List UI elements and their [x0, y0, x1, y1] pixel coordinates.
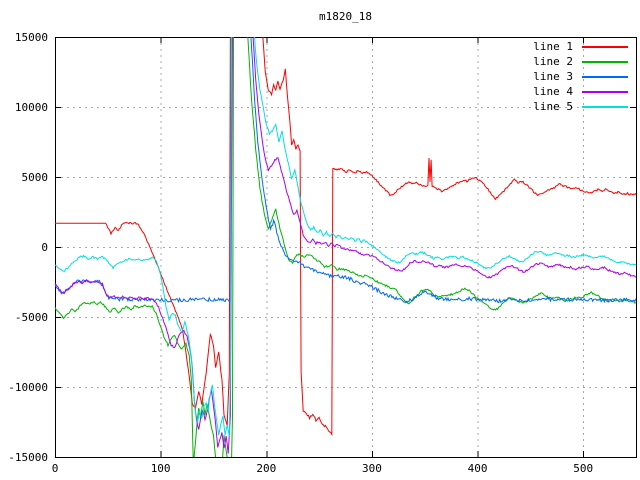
legend-label: line 4 [533, 85, 573, 98]
series-line-5 [55, 37, 636, 437]
legend: line 1 line 2 line 3 line 4 line 5 [533, 39, 628, 114]
series-line-2 [55, 37, 636, 457]
legend-item: line 1 [533, 39, 628, 54]
x-tick-label: 200 [256, 462, 276, 475]
x-tick-label: 500 [573, 462, 593, 475]
series-group [55, 37, 636, 457]
x-tick-label: 300 [362, 462, 382, 475]
series-line-1 [55, 37, 636, 437]
x-tick-label: 0 [52, 462, 59, 475]
legend-item: line 3 [533, 69, 628, 84]
legend-line-sample [582, 45, 628, 48]
legend-line-sample [582, 60, 628, 63]
legend-label: line 5 [533, 100, 573, 113]
legend-item: line 2 [533, 54, 628, 69]
legend-line-sample [582, 90, 628, 93]
legend-label: line 1 [533, 40, 573, 53]
y-tick-label: -10000 [8, 381, 48, 394]
legend-label: line 2 [533, 55, 573, 68]
y-tick-label: 0 [41, 241, 48, 254]
legend-line-sample [582, 75, 628, 78]
legend-line-sample [582, 105, 628, 108]
legend-item: line 5 [533, 99, 628, 114]
x-tick-label: 400 [468, 462, 488, 475]
legend-item: line 4 [533, 84, 628, 99]
x-tick-label: 100 [151, 462, 171, 475]
y-tick-label: 15000 [15, 31, 48, 44]
series-line-4 [55, 37, 636, 454]
y-tick-label: -15000 [8, 451, 48, 464]
y-tick-label: 10000 [15, 101, 48, 114]
legend-label: line 3 [533, 70, 573, 83]
y-tick-label: 5000 [22, 171, 49, 184]
y-tick-label: -5000 [15, 311, 48, 324]
chart-title: m1820_18 [319, 10, 372, 23]
